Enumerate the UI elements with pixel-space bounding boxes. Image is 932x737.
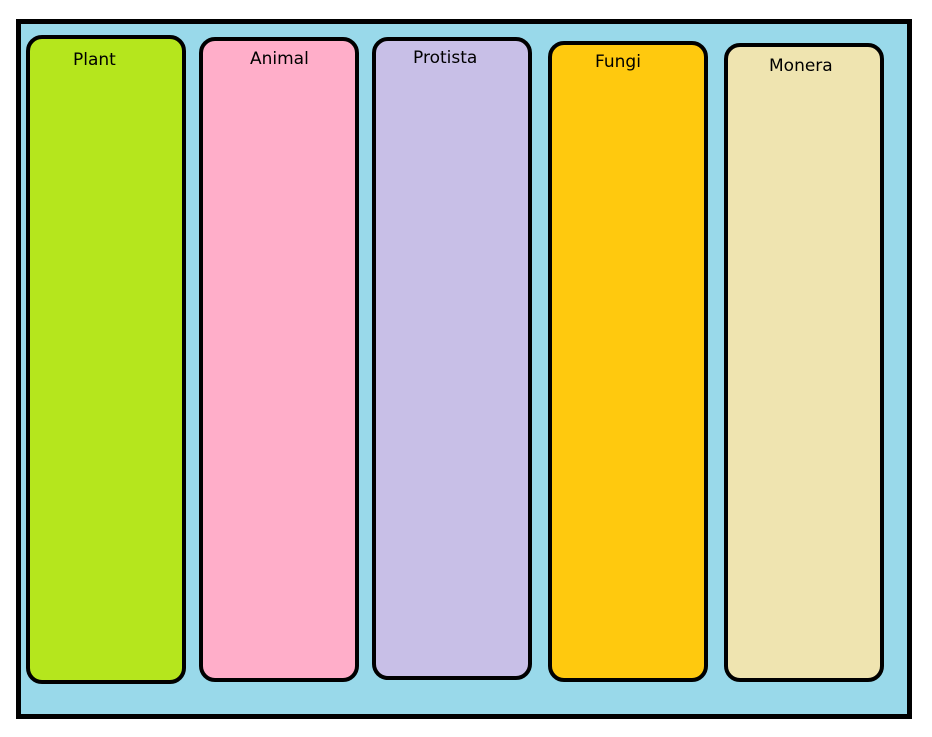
column-fungi [548,41,708,682]
label-protista: Protista [413,48,478,68]
label-fungi: Fungi [595,52,641,72]
label-plant: Plant [73,50,116,70]
label-monera: Monera [769,56,833,76]
column-plant [26,35,186,684]
column-protista [372,37,532,680]
column-monera [724,43,884,682]
column-animal [199,37,359,682]
label-animal: Animal [250,49,309,69]
